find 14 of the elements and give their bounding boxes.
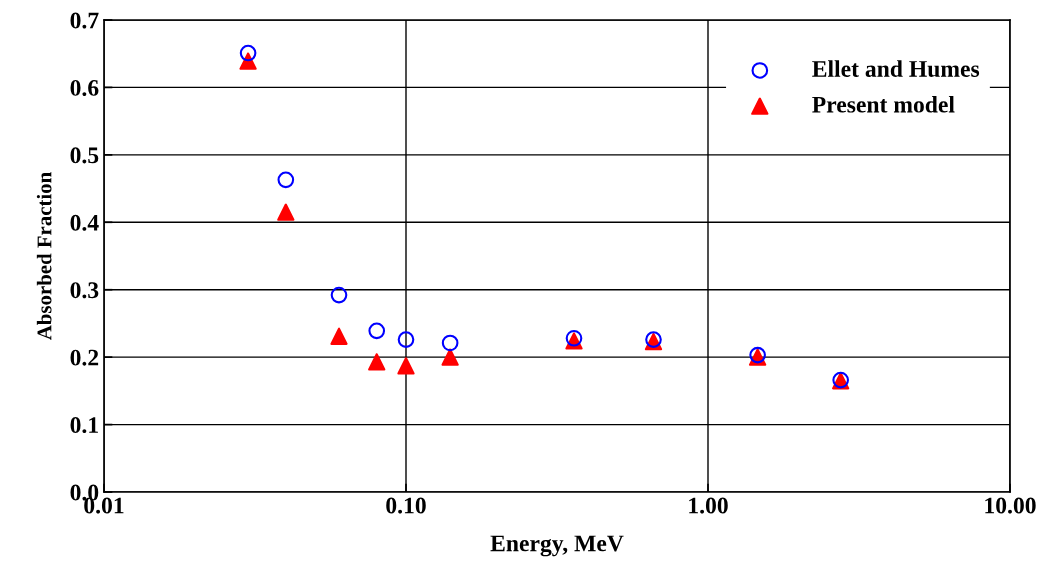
y-tick-label: 0.5 [70, 147, 99, 164]
y-tick-label: 0.7 [70, 12, 99, 29]
x-axis-title: Energy, MeV [490, 535, 624, 557]
legend-label: Present model [812, 96, 955, 113]
x-tick-label: 1.00 [689, 497, 728, 514]
y-tick-label: 0.4 [70, 214, 99, 231]
y-tick-label: 0.6 [70, 79, 99, 96]
x-tick-label: 0.10 [386, 497, 426, 514]
y-tick-label: 0.3 [70, 282, 99, 299]
legend-label: Ellet and Humes [812, 60, 980, 77]
y-axis-title: Absorbed Fraction [36, 172, 52, 340]
y-tick-label: 0.2 [70, 349, 99, 366]
x-tick-label: 10.00 [985, 497, 1036, 514]
y-tick-label: 0.1 [70, 417, 98, 434]
